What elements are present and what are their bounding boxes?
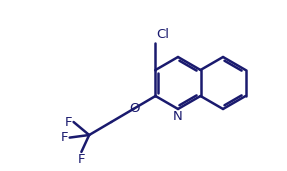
Text: Cl: Cl: [156, 28, 170, 41]
Text: F: F: [61, 131, 69, 144]
Text: F: F: [77, 153, 85, 166]
Text: F: F: [65, 115, 73, 128]
Text: O: O: [129, 102, 140, 115]
Text: N: N: [173, 110, 183, 123]
